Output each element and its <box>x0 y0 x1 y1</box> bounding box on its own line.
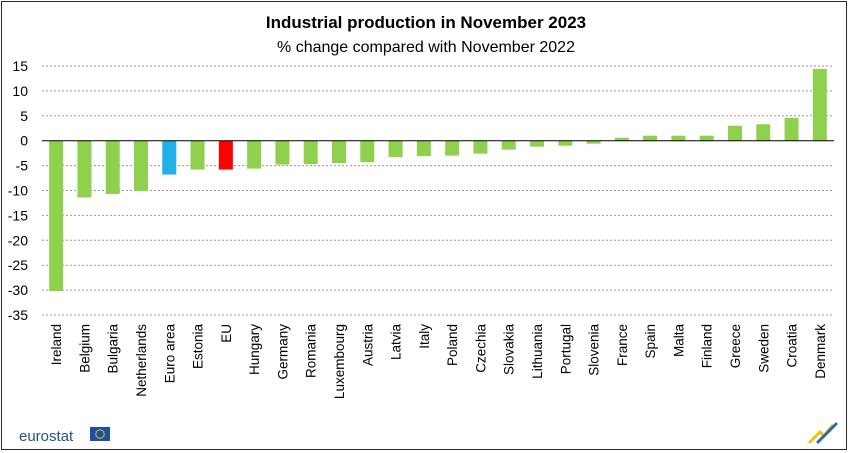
eu-flag-star <box>101 436 103 439</box>
x-tick-label: Greece <box>728 324 743 368</box>
bar-estonia <box>190 140 205 170</box>
eu-flag-star <box>95 431 98 433</box>
bar-eu <box>218 140 233 170</box>
chart-subtitle: % change compared with November 2022 <box>277 39 575 56</box>
bar-spain <box>643 135 658 141</box>
x-tick-label: Latvia <box>389 324 404 361</box>
eurostat-corner-mark-icon <box>808 422 838 444</box>
bar-sweden <box>756 124 771 141</box>
eu-flag-stars-icon <box>95 429 105 440</box>
x-tick-label: Euro area <box>162 324 177 384</box>
x-tick-label: Romania <box>304 324 319 379</box>
chart-title: Industrial production in November 2023 <box>266 13 586 32</box>
x-tick-label: Slovenia <box>587 324 602 376</box>
eu-flag-star <box>102 435 105 437</box>
x-tick-label: Spain <box>643 324 658 359</box>
x-tick-label: Slovakia <box>502 324 517 376</box>
x-tick-label: Austria <box>360 324 375 367</box>
bar-italy <box>416 140 431 157</box>
bar-netherlands <box>134 140 148 191</box>
bar-portugal <box>558 140 573 146</box>
x-tick-label: Belgium <box>77 324 92 373</box>
x-tick-label: Hungary <box>247 324 262 375</box>
y-tick-label: 10 <box>12 83 28 99</box>
y-tick-label: -20 <box>8 232 28 248</box>
y-tick-label: 15 <box>12 58 28 74</box>
x-tick-label: Ireland <box>49 324 64 365</box>
eu-flag-icon <box>90 427 110 441</box>
x-tick-label: Bulgaria <box>106 324 121 374</box>
eu-flag-star <box>99 437 101 440</box>
bar-malta <box>671 135 686 141</box>
x-tick-label: Luxembourg <box>332 324 347 399</box>
x-tick-label: Czechia <box>473 324 488 373</box>
y-axis-ticks: 15 10 5 0 -5 -10 -15 -20 -25 -30 -35 <box>8 58 28 323</box>
bar-france <box>614 137 629 141</box>
bar-hungary <box>247 140 262 169</box>
y-tick-label: -10 <box>8 183 28 199</box>
y-tick-label: -5 <box>16 158 29 174</box>
bar-euro-area <box>162 140 177 175</box>
bar-ireland <box>49 140 64 292</box>
x-tick-label: Netherlands <box>134 324 149 397</box>
bar-poland <box>445 140 460 156</box>
eu-flag-star <box>103 433 105 435</box>
bar-bulgaria <box>105 140 120 194</box>
eurostat-logo-text: eurostat <box>19 428 74 445</box>
x-tick-label: Finland <box>700 324 715 368</box>
eu-flag-star <box>97 429 99 432</box>
bar-latvia <box>388 140 403 158</box>
eu-flag-star <box>95 433 97 435</box>
bar-luxembourg <box>332 140 346 164</box>
bar-greece <box>728 125 742 141</box>
bar-croatia <box>784 117 799 141</box>
x-tick-label: Italy <box>417 324 432 349</box>
x-tick-label: Lithuania <box>530 324 545 379</box>
bar-finland <box>699 135 714 141</box>
eu-flag-star <box>97 436 99 439</box>
x-tick-label: Denmark <box>813 324 828 379</box>
bar-slovakia <box>501 140 516 150</box>
bar-slovenia <box>586 140 601 144</box>
y-tick-label: -25 <box>8 257 28 273</box>
x-axis-ticks: Ireland Belgium Bulgaria Netherlands Euro ar… <box>49 324 828 400</box>
bar-romania <box>303 140 318 165</box>
eu-flag-star <box>95 435 98 437</box>
eu-flag-star <box>101 429 103 432</box>
y-tick-label: 5 <box>20 108 28 124</box>
x-tick-label: Sweden <box>756 324 771 373</box>
eu-flag-star <box>99 429 101 431</box>
bar-austria <box>360 140 375 163</box>
x-tick-label: Croatia <box>785 324 800 368</box>
bar-germany <box>275 140 290 165</box>
x-tick-label: Germany <box>275 324 290 380</box>
bar-denmark <box>812 68 827 141</box>
x-tick-label: Malta <box>671 324 686 358</box>
y-tick-label: -15 <box>8 207 28 223</box>
x-tick-label: Portugal <box>558 324 573 374</box>
y-tick-label: 0 <box>20 133 28 149</box>
bar-czechia <box>473 140 488 154</box>
eurostat-logo: eurostat <box>19 427 110 445</box>
x-tick-label: Estonia <box>191 324 206 370</box>
y-tick-label: -30 <box>8 282 28 298</box>
eu-flag-star <box>102 431 105 433</box>
x-tick-label: Poland <box>445 324 460 366</box>
bar-belgium <box>77 140 92 198</box>
y-tick-label: -35 <box>8 307 28 323</box>
bar-lithuania <box>530 140 544 147</box>
x-tick-label: France <box>615 324 630 366</box>
bars <box>49 68 827 292</box>
gridlines <box>42 65 834 316</box>
x-tick-label: EU <box>219 324 234 343</box>
